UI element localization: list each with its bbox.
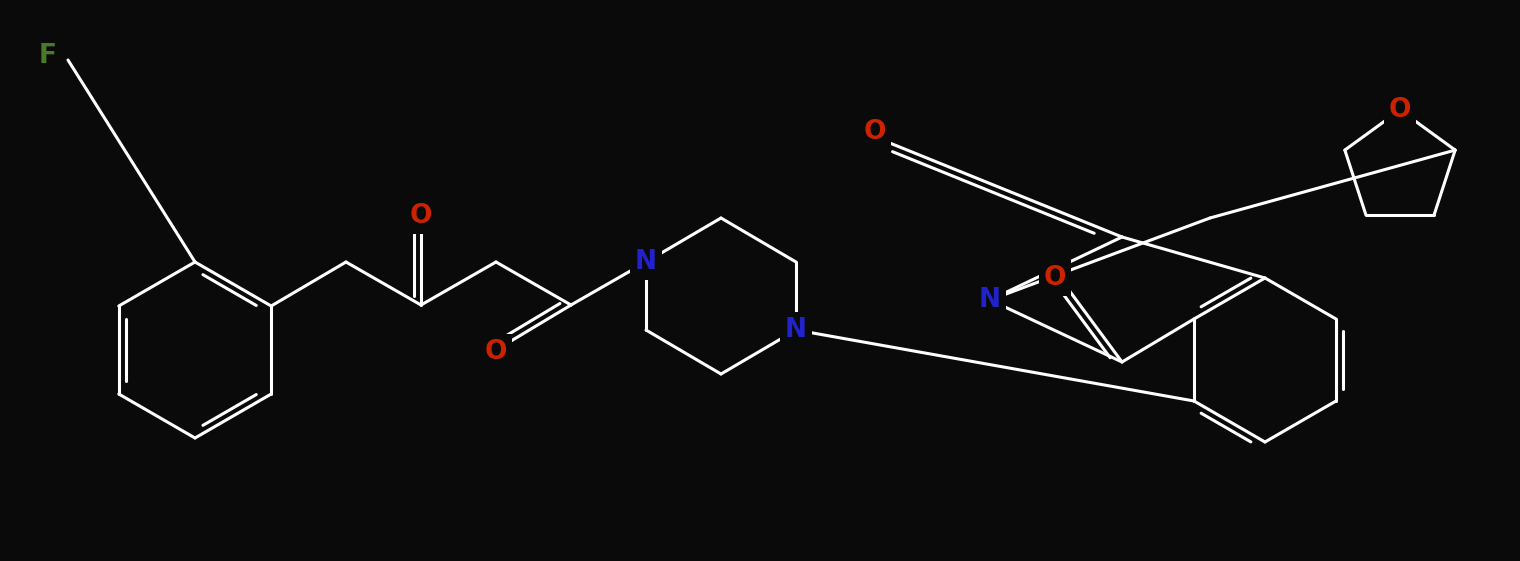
Text: O: O bbox=[1389, 97, 1411, 123]
Text: N: N bbox=[979, 287, 1002, 313]
Text: O: O bbox=[1044, 265, 1066, 291]
Text: O: O bbox=[485, 339, 508, 365]
Text: N: N bbox=[635, 249, 657, 275]
Text: N: N bbox=[784, 317, 807, 343]
Text: N: N bbox=[635, 249, 657, 275]
Text: O: O bbox=[410, 203, 432, 229]
Text: F: F bbox=[40, 43, 58, 69]
Text: O: O bbox=[863, 119, 886, 145]
